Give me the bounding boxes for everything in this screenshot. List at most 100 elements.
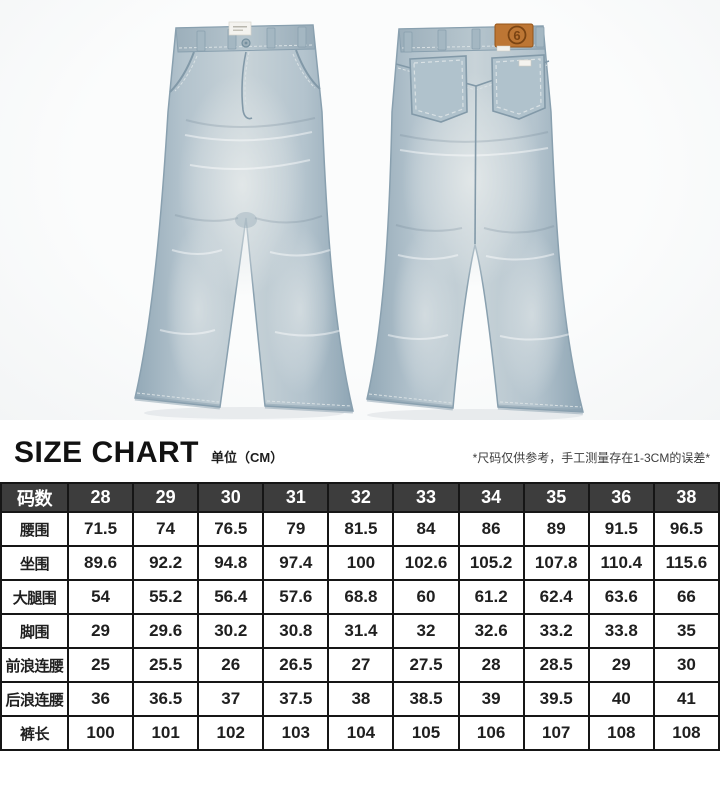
measure-cell: 38 bbox=[327, 681, 395, 717]
measure-cell: 55.2 bbox=[132, 579, 200, 615]
size-header-cell: 31 bbox=[262, 482, 330, 513]
size-table-row: 大腿围 54 55.2 56.4 57.6 68.8 60 61.2 62.4 63.6 66 bbox=[0, 579, 720, 615]
measure-cell: 102 bbox=[197, 715, 265, 751]
measure-cell: 103 bbox=[262, 715, 330, 751]
measure-cell: 107.8 bbox=[522, 545, 590, 581]
measure-cell: 36 bbox=[66, 681, 135, 717]
size-table-header-row: 码数 28 29 30 31 32 33 34 35 36 38 bbox=[0, 482, 720, 513]
measure-cell: 86 bbox=[457, 511, 525, 547]
size-header-cell: 34 bbox=[457, 482, 525, 513]
measure-cell: 28 bbox=[457, 647, 525, 683]
measure-cell: 71.5 bbox=[66, 511, 135, 547]
size-header-cell: 32 bbox=[327, 482, 395, 513]
measure-cell: 89 bbox=[522, 511, 590, 547]
measure-cell: 57.6 bbox=[262, 579, 330, 615]
front-crotch-seam bbox=[235, 212, 257, 228]
measure-cell: 108 bbox=[587, 715, 655, 751]
measure-cell: 26.5 bbox=[262, 647, 330, 683]
measure-cell: 84 bbox=[392, 511, 460, 547]
front-left-hem bbox=[134, 395, 221, 410]
back-center-seam bbox=[474, 85, 477, 245]
size-table-row: 裤长 100 101 102 103 104 105 106 107 108 108 bbox=[0, 715, 720, 751]
row-label: 大腿围 bbox=[0, 579, 69, 615]
size-header-cell: 30 bbox=[197, 482, 265, 513]
title-wrap: SIZE CHART 单位（CM） bbox=[14, 436, 283, 470]
size-table-row: 坐围 89.6 92.2 94.8 97.4 100 102.6 105.2 107.8 110.… bbox=[0, 545, 720, 581]
measure-cell: 110.4 bbox=[587, 545, 655, 581]
measure-cell: 106 bbox=[457, 715, 525, 751]
measure-cell: 107 bbox=[522, 715, 590, 751]
row-label: 坐围 bbox=[0, 545, 69, 581]
patch-circle-logo bbox=[507, 25, 527, 45]
inner-brand-tag bbox=[228, 21, 252, 36]
back-jeans-shadow bbox=[367, 409, 583, 420]
measure-cell: 104 bbox=[327, 715, 395, 751]
measure-cell: 30 bbox=[652, 647, 720, 683]
size-chart-title: SIZE CHART bbox=[14, 436, 199, 469]
measure-cell: 29.6 bbox=[132, 613, 200, 649]
size-table: 码数 28 29 30 31 32 33 34 35 36 38 腰围 71.5 74 76.5 79 81.5… bbox=[0, 482, 720, 751]
size-header-cell: 28 bbox=[66, 482, 135, 513]
measure-cell: 40 bbox=[587, 681, 655, 717]
size-table-row: 后浪连腰 36 36.5 37 37.5 38 38.5 39 39.5 40 41 bbox=[0, 681, 720, 717]
measure-cell: 33.8 bbox=[587, 613, 655, 649]
measure-cell: 25.5 bbox=[132, 647, 200, 683]
back-right-hem bbox=[497, 404, 584, 415]
measure-cell: 100 bbox=[327, 545, 395, 581]
front-left-pocket bbox=[169, 51, 195, 93]
measure-cell: 35 bbox=[652, 613, 720, 649]
measure-cell: 97.4 bbox=[262, 545, 330, 581]
measure-cell: 54 bbox=[66, 579, 135, 615]
front-belt-loops bbox=[196, 26, 307, 52]
measure-cell: 32 bbox=[392, 613, 460, 649]
row-label: 腰围 bbox=[0, 511, 69, 547]
front-right-pocket bbox=[295, 49, 321, 90]
measure-cell: 32.6 bbox=[457, 613, 525, 649]
measure-cell: 39 bbox=[457, 681, 525, 717]
measure-cell: 108 bbox=[652, 715, 720, 751]
measure-cell: 61.2 bbox=[457, 579, 525, 615]
size-table-row: 前浪连腰 25 25.5 26 26.5 27 27.5 28 28.5 29 30 bbox=[0, 647, 720, 683]
measure-cell: 62.4 bbox=[522, 579, 590, 615]
measure-cell: 27.5 bbox=[392, 647, 460, 683]
back-jeans-image: 6 bbox=[366, 23, 584, 415]
measure-cell: 105.2 bbox=[457, 545, 525, 581]
measure-cell: 29 bbox=[587, 647, 655, 683]
fly-stitch bbox=[241, 51, 253, 120]
measure-cell: 74 bbox=[132, 511, 200, 547]
back-belt-loops bbox=[403, 26, 545, 53]
size-table-row: 腰围 71.5 74 76.5 79 81.5 84 86 89 91.5 96.5 bbox=[0, 511, 720, 547]
pocket-brand-tab bbox=[518, 59, 532, 67]
measure-cell: 79 bbox=[262, 511, 330, 547]
jeans-photo-svg: 6 bbox=[134, 21, 584, 420]
patch-sub-tab bbox=[496, 45, 511, 52]
size-table-row: 脚围 29 29.6 30.2 30.8 31.4 32 32.6 33.2 33.8 35 bbox=[0, 613, 720, 649]
measure-cell: 25 bbox=[66, 647, 135, 683]
measure-cell: 28.5 bbox=[522, 647, 590, 683]
measure-cell: 41 bbox=[652, 681, 720, 717]
measure-cell: 37.5 bbox=[262, 681, 330, 717]
measure-cell: 30.8 bbox=[262, 613, 330, 649]
corner-label: 码数 bbox=[0, 482, 69, 513]
measure-cell: 60 bbox=[392, 579, 460, 615]
front-jeans-image bbox=[134, 21, 354, 414]
back-left-pocket bbox=[409, 55, 468, 123]
measure-cell: 92.2 bbox=[132, 545, 200, 581]
measure-cell: 115.6 bbox=[652, 545, 720, 581]
back-left-hem bbox=[366, 396, 454, 411]
measure-cell: 94.8 bbox=[197, 545, 265, 581]
patch-logo-number: 6 bbox=[513, 28, 520, 43]
size-header-cell: 38 bbox=[652, 482, 720, 513]
measure-cell: 27 bbox=[327, 647, 395, 683]
measure-cell: 29 bbox=[66, 613, 135, 649]
measure-cell: 102.6 bbox=[392, 545, 460, 581]
measure-cell: 81.5 bbox=[327, 511, 395, 547]
measure-cell: 96.5 bbox=[652, 511, 720, 547]
measure-cell: 89.6 bbox=[66, 545, 135, 581]
row-label: 脚围 bbox=[0, 613, 69, 649]
back-right-pocket bbox=[491, 54, 546, 120]
measure-cell: 63.6 bbox=[587, 579, 655, 615]
measure-cell: 68.8 bbox=[327, 579, 395, 615]
measure-cell: 101 bbox=[132, 715, 200, 751]
measure-cell: 31.4 bbox=[327, 613, 395, 649]
